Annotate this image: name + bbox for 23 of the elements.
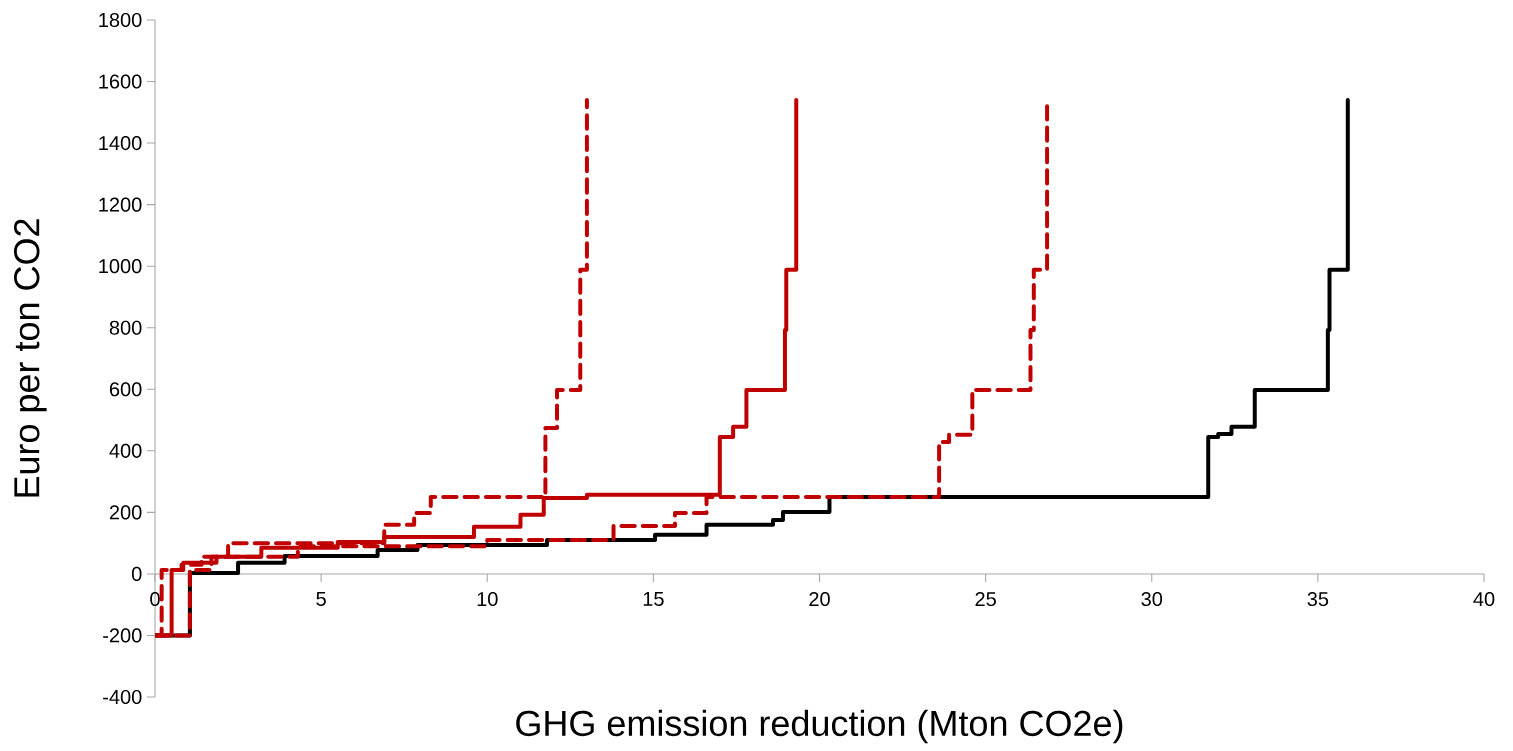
y-tick-label: 0	[131, 566, 142, 581]
y-tick-label: 200	[109, 505, 142, 520]
x-tick-label: 10	[477, 591, 498, 607]
y-tick-label: 1800	[99, 12, 142, 28]
y-tick-label: 600	[109, 382, 142, 397]
x-tick-label: 15	[643, 591, 664, 606]
y-tick-label: 1200	[99, 197, 142, 212]
x-tick-label: 5	[316, 591, 326, 606]
x-tick-label: 35	[1307, 591, 1329, 607]
y-tick-label: -200	[103, 628, 142, 643]
y-tick-label: 800	[109, 320, 142, 335]
y-tick-label: 1400	[99, 136, 142, 151]
y-tick-label: 400	[109, 443, 142, 458]
y-axis-title: Euro per ton CO2	[14, 219, 47, 497]
x-tick-label: 0	[150, 591, 160, 607]
x-tick-label: 25	[975, 591, 996, 607]
x-axis-title: GHG emission reduction (Mton CO2e)	[516, 709, 1123, 744]
x-tick-label: 20	[809, 591, 830, 607]
y-tick-label: -400	[103, 689, 142, 705]
x-tick-label: 30	[1141, 591, 1163, 607]
y-tick-label: 1000	[99, 259, 142, 274]
x-tick-label: 40	[1473, 591, 1495, 607]
y-tick-label: 1600	[99, 74, 142, 89]
